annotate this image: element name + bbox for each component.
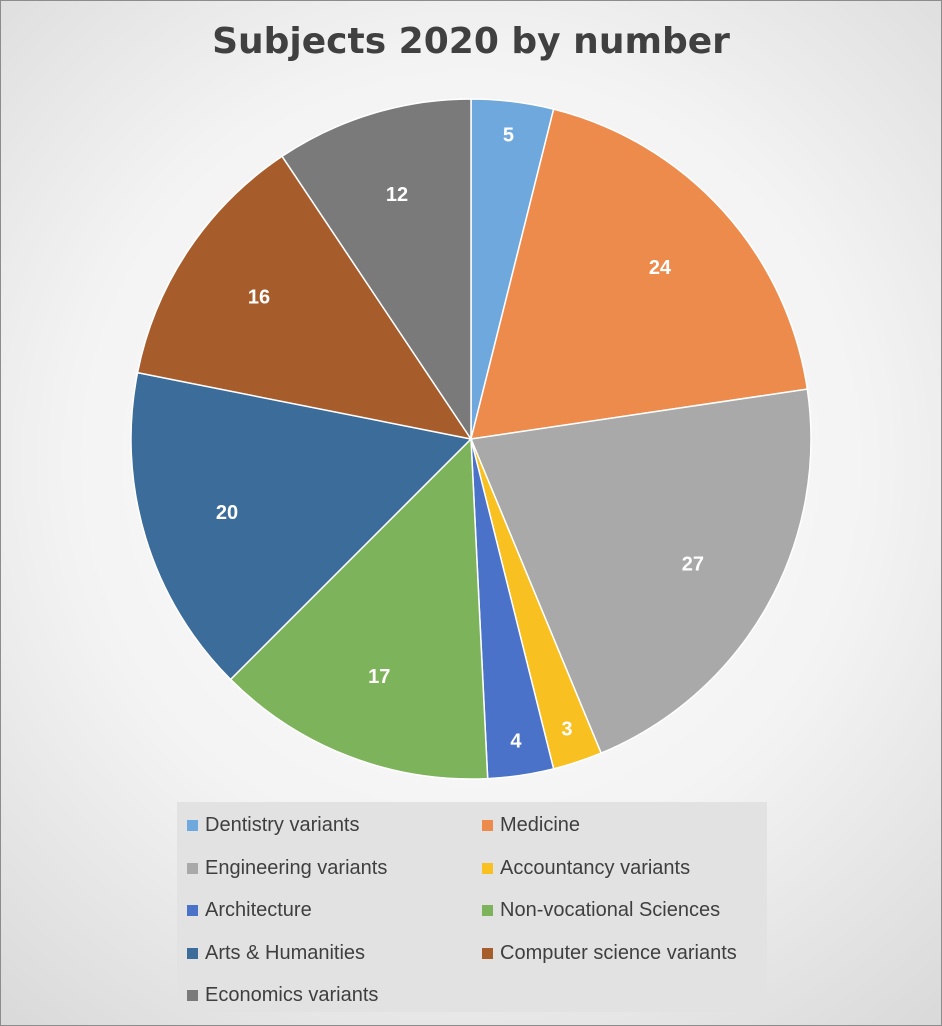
pie-slice-engineering-variants	[469, 388, 812, 755]
pie-slice-medicine	[469, 108, 809, 440]
legend-item-economics-variants: Economics variants	[187, 984, 378, 1007]
data-label-medicine: 24	[649, 257, 672, 279]
legend-swatch	[187, 862, 198, 874]
legend-label: Economics variants	[205, 984, 379, 1006]
legend-swatch	[482, 820, 493, 831]
legend-swatch	[482, 947, 493, 959]
legend-label: Dentistry variants	[205, 814, 360, 836]
legend-item-non-vocational-sciences: Non-vocational Sciences	[482, 899, 720, 922]
pie-slice-computer-science-variants	[136, 155, 473, 441]
legend-swatch	[187, 820, 198, 831]
legend-swatch	[187, 947, 198, 959]
pie-slice-non-vocational-sciences	[229, 437, 489, 780]
data-label-architecture: 4	[510, 731, 522, 753]
legend-item-medicine: Medicine	[482, 814, 580, 837]
data-label-non-vocational-sciences: 17	[368, 666, 390, 688]
legend-label: Arts & Humanities	[205, 941, 366, 964]
data-label-engineering-variants: 27	[682, 554, 704, 576]
legend-item-dentistry-variants: Dentistry variants	[187, 814, 360, 837]
data-label-computer-science-variants: 16	[248, 286, 270, 308]
legend: Dentistry variants Medicine Engineering va…	[177, 802, 767, 1012]
pie-slice-arts-and-humanities	[130, 371, 473, 681]
data-label-accountancy-variants: 3	[561, 719, 572, 741]
legend-item-architecture: Architecture	[187, 899, 312, 922]
pie-chart: 5 24 27 3 4 17 20 16 12	[130, 98, 812, 780]
legend-item-computer-science-variants: Computer science variants	[482, 942, 737, 965]
legend-label: Engineering variants	[205, 856, 388, 879]
legend-item-arts-and-humanities: Arts & Humanities	[187, 942, 365, 965]
pie-slice-economics-variants	[281, 98, 472, 442]
legend-swatch	[482, 862, 493, 874]
legend-label: Non-vocational Sciences	[500, 899, 721, 921]
legend-label: Accountancy variants	[500, 856, 691, 879]
data-label-economics-variants: 12	[386, 184, 408, 206]
data-label-dentistry-variants: 5	[503, 124, 514, 146]
legend-swatch	[187, 905, 198, 916]
chart-title: Subjects 2020 by number	[212, 21, 730, 62]
legend-label: Medicine	[500, 814, 581, 836]
legend-item-engineering-variants: Engineering variants	[187, 857, 387, 880]
legend-swatch	[187, 990, 198, 1001]
data-label-arts-and-humanities: 20	[216, 502, 238, 524]
legend-label: Architecture	[205, 899, 312, 921]
legend-swatch	[482, 905, 493, 916]
legend-item-accountancy-variants: Accountancy variants	[482, 857, 690, 880]
legend-label: Computer science variants	[500, 941, 737, 964]
